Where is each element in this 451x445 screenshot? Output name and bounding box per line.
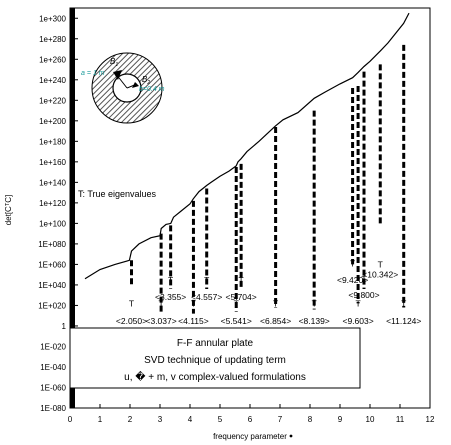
x-tick-label: 9	[338, 415, 343, 424]
eigenvalue-t-marker: T	[129, 299, 134, 309]
y-axis-label: det[CᵀC]	[4, 195, 13, 226]
eigenvalue-value-label: <2.050>	[116, 316, 147, 326]
y-tick-label: 1e+180	[39, 137, 66, 146]
eigenvalue-t-marker: T	[234, 299, 239, 309]
y-tick-label: 1E+020	[38, 301, 66, 310]
eigenvalue-lines	[130, 44, 406, 314]
axes: 1e+300 1e+280 1e+260 1e+240 1e+220 1e+200 1e+1…	[38, 7, 435, 424]
eigenvalue-value-label: <3.355>	[155, 292, 186, 302]
eigenvalue-t-marker: T	[361, 274, 366, 284]
curve-layer	[84, 12, 410, 280]
annotation-true-eigenvalues: T: True eigenvalues	[78, 189, 157, 199]
eigenvalue-value-label: <5.704>	[226, 292, 257, 302]
y-tick-label: 1E-080	[40, 404, 66, 413]
arrow-outer-radius	[113, 70, 122, 80]
eigenvalue-t-marker: T	[204, 275, 209, 285]
x-tick-label: 4	[188, 415, 193, 424]
legend-line-2: SVD technique of updating term	[144, 355, 286, 366]
legend-line-1: F-F annular plate	[177, 338, 254, 349]
x-tick-label: 12	[426, 415, 435, 424]
y-tick-label: 1	[62, 322, 67, 331]
label-b1: B1	[110, 57, 118, 68]
y-tick-label: 1e+240	[39, 76, 66, 85]
x-tick-label: 6	[248, 415, 253, 424]
y-tick-label: 1e+280	[39, 35, 66, 44]
eigenvalue-value-label: <5.541>	[221, 316, 252, 326]
label-outer-radius: a = 1 m	[81, 70, 105, 77]
x-axis-label-symbol	[289, 434, 293, 438]
y-tick-label: 1e+220	[39, 96, 66, 105]
eigenvalue-t-marker: T	[350, 259, 355, 269]
det-curve	[84, 12, 410, 280]
y-tick-label: 1e+200	[39, 117, 66, 126]
x-tick-label: 11	[396, 415, 405, 424]
eigenvalue-value-label: <8.139>	[299, 316, 330, 326]
eigenvalue-t-marker: T	[239, 275, 244, 285]
eigenvalue-value-label: <4.557>	[191, 292, 222, 302]
y-tick-label: 1E-020	[40, 342, 66, 351]
eigenvalue-t-marker: T	[191, 299, 196, 309]
eigenvalue-value-label: <11.124>	[386, 316, 421, 326]
annular-plate-inset: B1 B2 a = 1 m b=0.4 m	[81, 52, 165, 124]
eigenvalue-value-label: <9.603>	[342, 316, 373, 326]
eigenvalue-value-label: <9.420>	[337, 275, 368, 285]
label-b2: B2	[142, 75, 150, 86]
eigenvalue-value-label: <9.800>	[348, 290, 379, 300]
x-tick-label: 7	[278, 415, 283, 424]
y-tick-label: 1e+140	[39, 178, 66, 187]
label-inner-radius: b=0.4 m	[139, 86, 165, 93]
y-tick-label: 1E+080	[38, 240, 66, 249]
eigenvalue-value-label: <6.854>	[260, 316, 291, 326]
eigenvalue-t-marker: T	[312, 299, 317, 309]
legend-line-3: u, � + m, v complex-valued formulations	[124, 370, 306, 383]
x-tick-label: 8	[308, 415, 313, 424]
y-tick-label: 1e+300	[39, 14, 66, 23]
eigenvalue-t-marker: T	[273, 299, 278, 309]
x-tick-label: 0	[68, 415, 73, 424]
y-tick-label: 1E-060	[40, 383, 66, 392]
x-axis-label: frequency parameter	[213, 432, 287, 441]
y-tick-label: 1e+160	[39, 158, 66, 167]
eigenvalue-t-marker: T	[401, 299, 406, 309]
legend-box: F-F annular plate SVD technique of updat…	[69, 327, 361, 389]
x-tick-label: 5	[218, 415, 223, 424]
y-tick-label: 1e+120	[39, 199, 66, 208]
eigenvalue-t-marker: T	[378, 260, 383, 270]
x-tick-label: 1	[98, 415, 103, 424]
eigenvalue-labels: T<2.050>T<3.037>T<3.355>T<4.115>T<4.557>…	[116, 259, 422, 326]
x-tick-label: 3	[158, 415, 163, 424]
eigenvalue-t-marker: T	[159, 299, 164, 309]
y-tick-label: 1E+060	[38, 260, 66, 269]
eigenvalue-t-marker: T	[168, 275, 173, 285]
eigenvalue-value-label: <4.115>	[178, 316, 209, 326]
y-tick-label: 1E+040	[38, 281, 66, 290]
eigenvalue-t-marker: T	[355, 299, 360, 309]
x-tick-label: 2	[128, 415, 133, 424]
eigenvalue-value-label: <3.037>	[146, 316, 177, 326]
y-tick-label: 1e+100	[39, 219, 66, 228]
y-tick-label: 1E-040	[40, 363, 66, 372]
y-axis-bar	[70, 8, 75, 408]
x-tick-label: 10	[366, 415, 375, 424]
eigenvalue-value-label: <10.342>	[362, 270, 398, 280]
y-tick-label: 1e+260	[39, 55, 66, 64]
